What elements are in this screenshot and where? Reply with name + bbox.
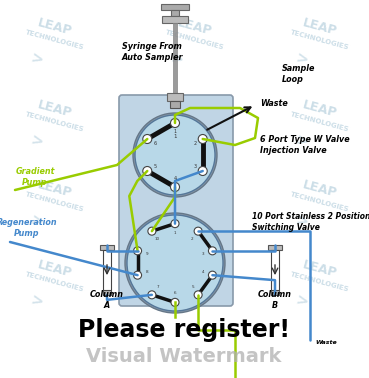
Circle shape xyxy=(148,227,156,235)
Text: >: > xyxy=(294,213,310,231)
Text: 9: 9 xyxy=(145,252,148,256)
Text: 1: 1 xyxy=(173,129,176,134)
Text: LEAP: LEAP xyxy=(301,98,339,120)
Text: LEAP: LEAP xyxy=(36,178,74,200)
FancyBboxPatch shape xyxy=(119,95,233,306)
Text: >: > xyxy=(169,293,185,311)
Text: Visual Watermark: Visual Watermark xyxy=(86,347,282,366)
Text: 1: 1 xyxy=(174,231,176,235)
Circle shape xyxy=(170,118,179,127)
Bar xyxy=(271,290,279,295)
Text: >: > xyxy=(29,133,45,151)
Text: LEAP: LEAP xyxy=(301,258,339,280)
Bar xyxy=(268,245,282,250)
Text: LEAP: LEAP xyxy=(301,16,339,38)
Text: Gradient
Pump: Gradient Pump xyxy=(15,167,55,187)
Text: LEAP: LEAP xyxy=(176,258,214,280)
Bar xyxy=(103,290,111,295)
Text: >: > xyxy=(169,51,185,69)
Text: LEAP: LEAP xyxy=(176,16,214,38)
Bar xyxy=(162,16,188,23)
Text: Column
A: Column A xyxy=(90,290,124,310)
Bar xyxy=(170,101,180,108)
Circle shape xyxy=(143,135,152,144)
Text: TECHNOLOGIES: TECHNOLOGIES xyxy=(165,29,225,51)
Text: >: > xyxy=(294,293,310,311)
Text: 10: 10 xyxy=(155,237,160,241)
Text: TECHNOLOGIES: TECHNOLOGIES xyxy=(25,192,85,213)
Circle shape xyxy=(198,166,207,175)
Text: 2: 2 xyxy=(191,237,194,241)
Text: LEAP: LEAP xyxy=(36,98,74,120)
Text: 4: 4 xyxy=(173,176,176,181)
Text: 8: 8 xyxy=(145,270,148,274)
Text: LEAP: LEAP xyxy=(176,98,214,120)
Text: >: > xyxy=(29,213,45,231)
Bar xyxy=(271,250,279,290)
Text: TECHNOLOGIES: TECHNOLOGIES xyxy=(290,271,350,293)
Text: Waste: Waste xyxy=(260,99,288,107)
Text: LEAP: LEAP xyxy=(36,258,74,280)
Circle shape xyxy=(143,166,152,175)
Text: >: > xyxy=(29,293,45,311)
Text: TECHNOLOGIES: TECHNOLOGIES xyxy=(290,29,350,51)
Text: Waste: Waste xyxy=(315,341,337,345)
Circle shape xyxy=(170,183,179,192)
Circle shape xyxy=(125,213,225,313)
Text: LEAP: LEAP xyxy=(36,16,74,38)
Circle shape xyxy=(208,247,217,255)
Text: 3: 3 xyxy=(193,164,197,169)
Circle shape xyxy=(134,271,142,279)
Text: Please register!: Please register! xyxy=(78,318,290,342)
Text: 2: 2 xyxy=(193,141,197,146)
Text: Sample
Loop: Sample Loop xyxy=(282,64,315,84)
Text: >: > xyxy=(294,133,310,151)
Text: 5: 5 xyxy=(191,285,194,289)
Text: Regeneration
Pump: Regeneration Pump xyxy=(0,218,57,238)
Text: 6 Port Type W Valve
Injection Valve: 6 Port Type W Valve Injection Valve xyxy=(260,135,349,155)
Text: 7: 7 xyxy=(156,285,159,289)
Text: 10 Port Stainless 2 Position
Switching Valve: 10 Port Stainless 2 Position Switching V… xyxy=(252,212,369,232)
Text: TECHNOLOGIES: TECHNOLOGIES xyxy=(165,271,225,293)
Text: >: > xyxy=(169,213,185,231)
Text: 3: 3 xyxy=(202,252,205,256)
Text: TECHNOLOGIES: TECHNOLOGIES xyxy=(25,271,85,293)
Text: TECHNOLOGIES: TECHNOLOGIES xyxy=(290,112,350,133)
Circle shape xyxy=(194,291,202,299)
Text: TECHNOLOGIES: TECHNOLOGIES xyxy=(165,192,225,213)
Text: >: > xyxy=(29,51,45,69)
Text: LEAP: LEAP xyxy=(176,178,214,200)
Text: TECHNOLOGIES: TECHNOLOGIES xyxy=(290,192,350,213)
Text: 1: 1 xyxy=(173,135,177,139)
Text: Column
B: Column B xyxy=(258,290,292,310)
Text: Syringe From
Auto Sampler: Syringe From Auto Sampler xyxy=(121,42,183,62)
Text: >: > xyxy=(294,51,310,69)
Circle shape xyxy=(171,298,179,306)
Bar xyxy=(103,250,111,290)
Text: 4: 4 xyxy=(202,270,204,274)
Circle shape xyxy=(134,247,142,255)
Text: 6: 6 xyxy=(154,141,156,146)
Circle shape xyxy=(135,115,215,195)
Circle shape xyxy=(194,227,202,235)
Circle shape xyxy=(171,220,179,228)
Bar xyxy=(167,93,183,101)
Text: >: > xyxy=(169,133,185,151)
Bar xyxy=(171,10,179,16)
Circle shape xyxy=(148,291,156,299)
Text: LEAP: LEAP xyxy=(301,178,339,200)
Circle shape xyxy=(127,215,223,311)
Text: TECHNOLOGIES: TECHNOLOGIES xyxy=(25,29,85,51)
Text: 6: 6 xyxy=(174,291,176,295)
Text: TECHNOLOGIES: TECHNOLOGIES xyxy=(25,112,85,133)
Text: 5: 5 xyxy=(154,164,156,169)
Circle shape xyxy=(198,135,207,144)
Bar xyxy=(100,245,114,250)
Circle shape xyxy=(208,271,217,279)
Circle shape xyxy=(133,113,217,197)
Text: TECHNOLOGIES: TECHNOLOGIES xyxy=(165,112,225,133)
Bar xyxy=(161,4,189,10)
